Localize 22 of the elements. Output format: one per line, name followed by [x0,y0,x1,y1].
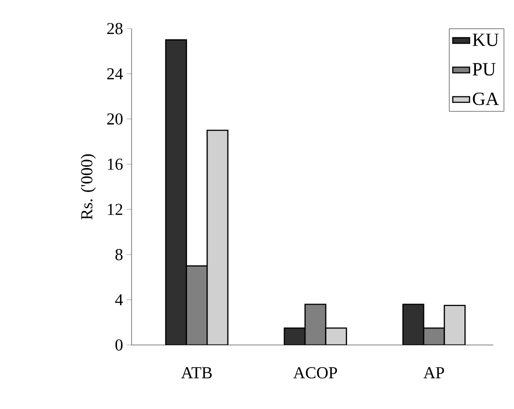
bar [206,130,228,345]
x-tick-label: ACOP [293,367,337,378]
y-tick-label: 24 [107,68,123,80]
y-tick-label: 0 [115,339,123,351]
y-axis-title: Rs. ('000) [80,154,96,220]
y-tick-label: 8 [115,248,123,260]
x-tick-label: AP [424,367,444,378]
y-tick-label: 20 [107,113,123,125]
bar [402,304,424,345]
bar [304,304,326,345]
bar [423,327,445,345]
x-tick-label: ATB [181,367,212,378]
bar [186,265,208,345]
y-tick-label: 16 [108,158,123,170]
legend-label: PU [472,63,496,76]
y-tick-label: 12 [108,204,122,215]
bar [444,304,466,345]
legend-label: GA [472,92,499,106]
y-tick-label: 28 [107,22,123,34]
legend-label: KU [472,34,499,46]
y-tick-label: 4 [115,294,123,306]
bar [165,39,188,345]
